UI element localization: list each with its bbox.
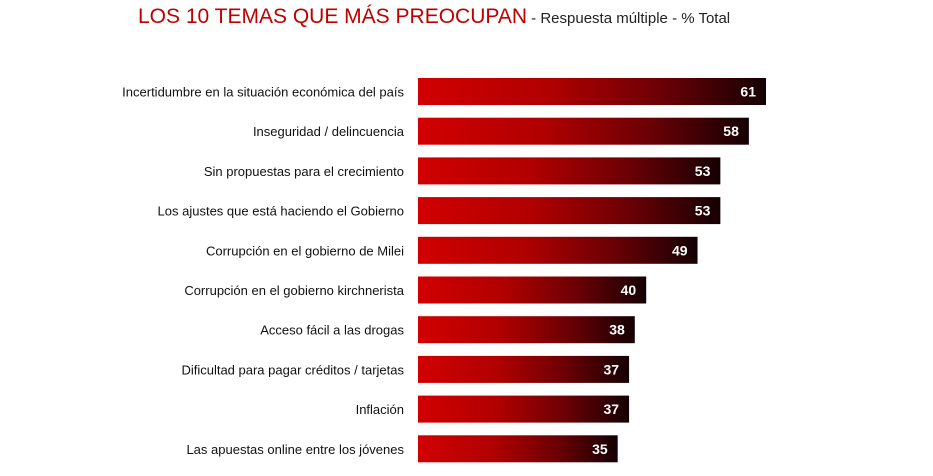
category-label: Sin propuestas para el crecimiento: [204, 164, 404, 179]
bar: [418, 276, 647, 304]
category-label: Dificultad para pagar créditos / tarjeta…: [181, 362, 404, 377]
value-label: 35: [592, 441, 608, 457]
value-label: 40: [621, 282, 637, 298]
bar: [418, 157, 721, 185]
category-label: Acceso fácil a las drogas: [260, 323, 404, 338]
bars-group: Incertidumbre en la situación económica …: [122, 78, 766, 463]
category-label: Incertidumbre en la situación económica …: [122, 85, 404, 100]
value-label: 58: [723, 123, 739, 139]
bar: [418, 78, 766, 105]
category-label: Inflación: [356, 402, 404, 417]
bar: [418, 316, 635, 344]
category-label: Las apuestas online entre los jóvenes: [186, 442, 404, 457]
value-label: 38: [609, 322, 625, 338]
bar: [418, 355, 630, 383]
value-label: 49: [672, 242, 688, 258]
category-label: Corrupción en el gobierno de Milei: [206, 243, 404, 258]
bar: [418, 395, 630, 423]
category-label: Inseguridad / delincuencia: [253, 124, 405, 139]
bar: [418, 236, 698, 264]
category-label: Corrupción en el gobierno kirchnerista: [184, 283, 404, 298]
bar: [418, 197, 721, 225]
value-label: 37: [604, 401, 620, 417]
value-label: 37: [604, 361, 620, 377]
bar: [418, 435, 618, 463]
value-label: 53: [695, 203, 711, 219]
value-label: 53: [695, 163, 711, 179]
chart-title: LOS 10 TEMAS QUE MÁS PREOCUPAN: [138, 5, 527, 28]
bar: [418, 117, 749, 145]
value-label: 61: [740, 84, 756, 100]
chart-title-block: LOS 10 TEMAS QUE MÁS PREOCUPAN - Respues…: [138, 5, 730, 29]
category-label: Los ajustes que está haciendo el Gobiern…: [158, 204, 404, 219]
chart-subtitle: - Respuesta múltiple - % Total: [527, 10, 731, 27]
